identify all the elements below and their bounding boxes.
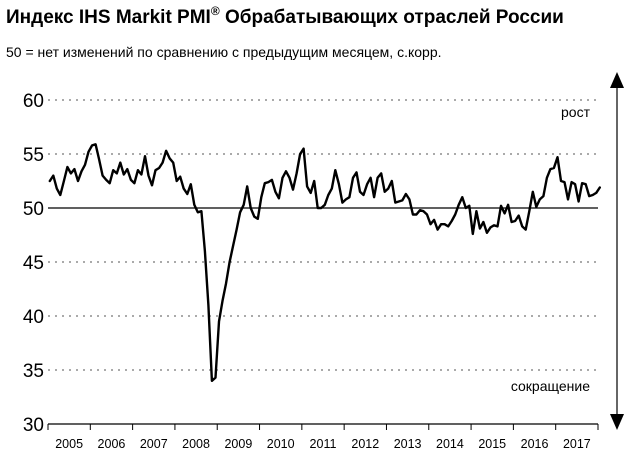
x-tick-label: 2005 xyxy=(55,437,83,451)
annotation-up: рост xyxy=(561,104,591,120)
y-tick-label: 50 xyxy=(23,199,44,220)
chart-title-registered: ® xyxy=(210,4,220,18)
y-tick-label: 60 xyxy=(23,91,44,112)
x-axis-ticks: 2005 2006 2007 2008 2009 2010 2011 2012 2013 2014… xyxy=(47,424,599,451)
x-tick-label: 2007 xyxy=(140,437,168,451)
grid-lines xyxy=(48,99,598,371)
x-tick-label: 2014 xyxy=(436,437,464,451)
x-tick-label: 2012 xyxy=(351,437,379,451)
x-tick-label: 2009 xyxy=(224,437,252,451)
chart-subtitle: 50 = нет изменений по сравнению с предыд… xyxy=(6,44,442,60)
y-tick-label: 45 xyxy=(23,253,44,274)
chart-title-main: Индекс IHS Markit PMI xyxy=(6,7,211,28)
arrow-head-up xyxy=(610,72,624,88)
y-axis-ticks: 30 35 40 45 50 55 60 xyxy=(23,91,44,436)
direction-arrow xyxy=(610,72,624,430)
y-tick-label: 40 xyxy=(23,307,44,328)
x-tick-label: 2017 xyxy=(563,437,591,451)
x-tick-label: 2010 xyxy=(267,437,295,451)
chart-title: Индекс IHS Markit PMI® Обрабатывающих от… xyxy=(6,4,564,29)
x-tick-label: 2013 xyxy=(394,437,422,451)
x-tick-label: 2006 xyxy=(98,437,126,451)
x-tick-label: 2015 xyxy=(478,437,506,451)
x-tick-label: 2016 xyxy=(521,437,549,451)
annotation-down: сокращение xyxy=(511,378,590,394)
series-layer xyxy=(48,143,601,382)
chart-title-suffix: Обрабатывающих отраслей России xyxy=(224,7,564,28)
y-tick-label: 35 xyxy=(23,361,44,382)
y-tick-label: 30 xyxy=(23,415,44,436)
x-tick-label: 2011 xyxy=(310,437,337,451)
y-tick-label: 55 xyxy=(23,145,44,166)
x-tick-label: 2008 xyxy=(182,437,210,451)
series-line-pmi xyxy=(48,143,601,382)
arrow-head-down xyxy=(610,414,624,430)
